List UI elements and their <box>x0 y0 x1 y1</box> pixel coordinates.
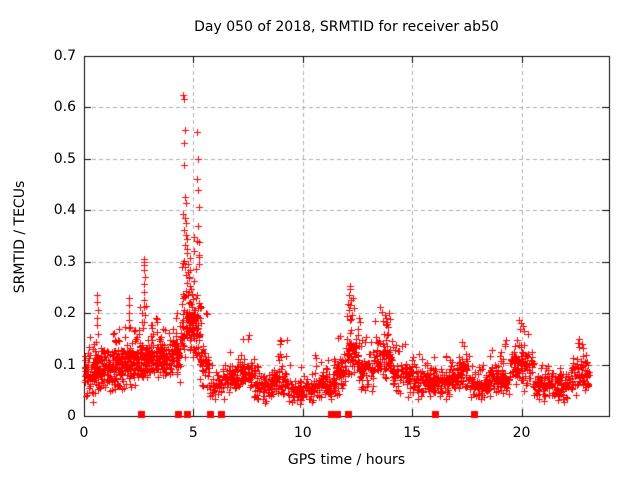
y-tick-label: 0 <box>67 408 76 424</box>
y-tick-label: 0.7 <box>53 48 76 64</box>
y-tick-label: 0.2 <box>53 305 76 322</box>
x-tick-label: 0 <box>79 425 89 441</box>
x-tick-label: 20 <box>512 425 531 441</box>
y-tick-label: 0.5 <box>53 150 76 167</box>
y-tick-label: 0.6 <box>53 99 76 116</box>
y-tick-label: 0.3 <box>53 253 76 270</box>
y-tick-label: 0.4 <box>53 202 76 219</box>
x-tick-label: 15 <box>403 425 422 441</box>
x-axis-label: GPS time / hours <box>287 452 406 468</box>
y-tick-label: 0.1 <box>53 356 76 373</box>
y-axis-label: SRMTID / TECUs <box>12 180 28 294</box>
chart-title: Day 050 of 2018, SRMTID for receiver ab5… <box>194 19 499 35</box>
x-tick-label: 5 <box>188 425 198 441</box>
x-tick-label: 10 <box>293 425 312 441</box>
